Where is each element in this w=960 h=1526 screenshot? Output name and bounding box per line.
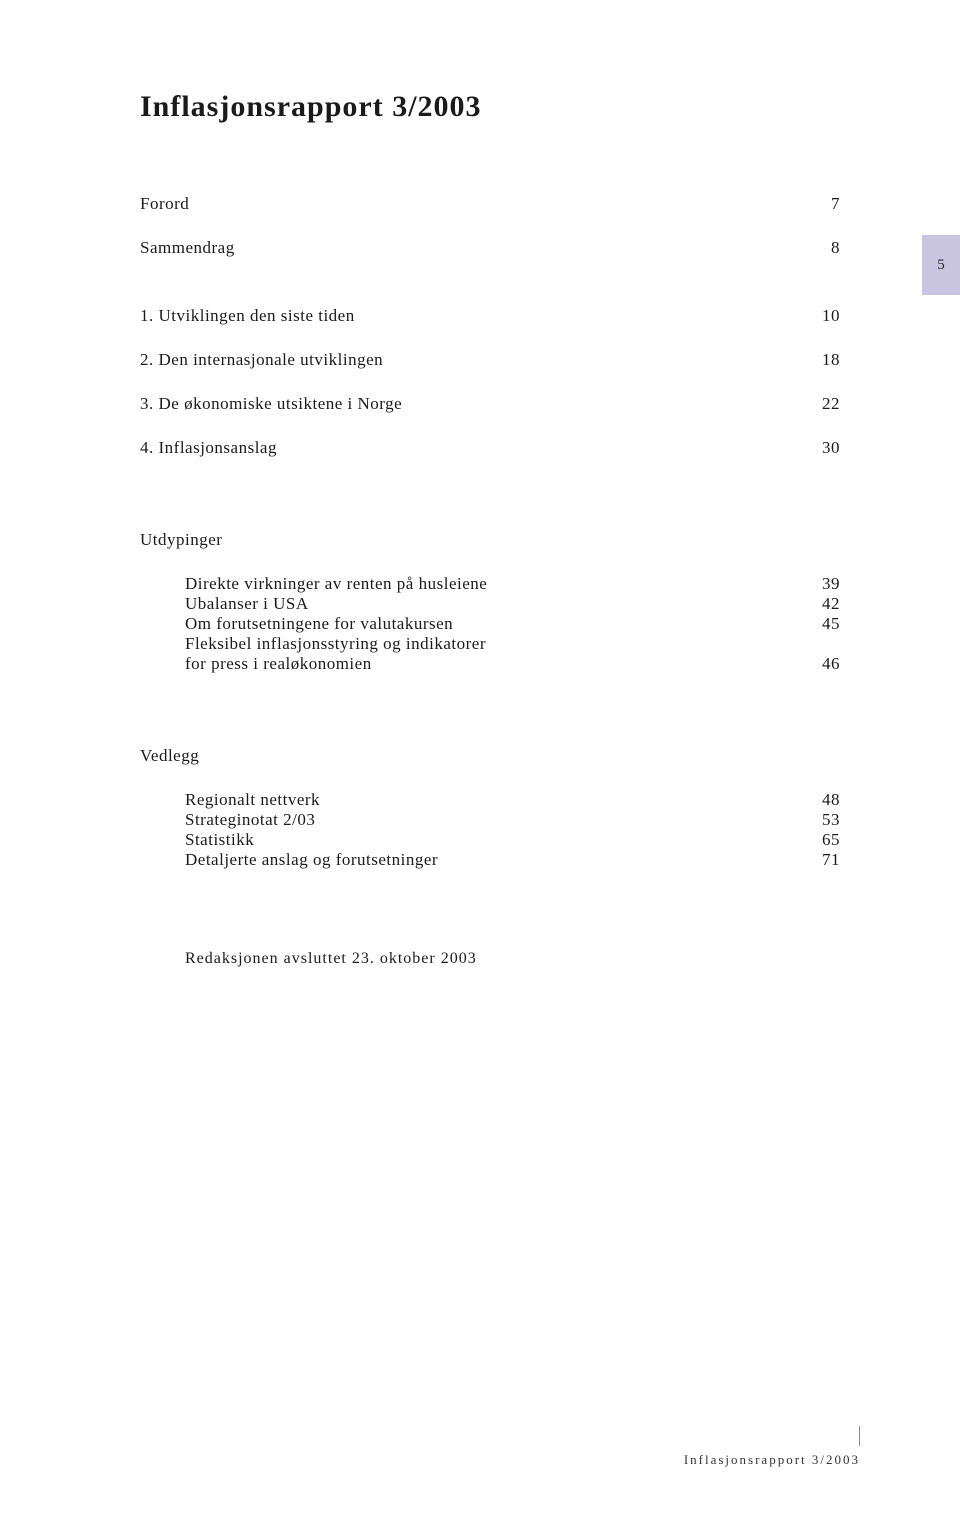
toc-row: 3. De økonomiske utsiktene i Norge 22: [140, 394, 840, 414]
toc-row: Regionalt nettverk 48: [140, 790, 840, 810]
toc-row: 2. Den internasjonale utviklingen 18: [140, 350, 840, 370]
toc-page: 48: [790, 790, 840, 810]
toc-page: 22: [790, 394, 840, 414]
toc-label: Fleksibel inflasjonsstyring og indikator…: [185, 634, 790, 654]
toc-label: Statistikk: [185, 830, 790, 850]
toc-page: 10: [790, 306, 840, 326]
toc-label: Ubalanser i USA: [185, 594, 790, 614]
toc-row: Strateginotat 2/03 53: [140, 810, 840, 830]
footer-rule: [859, 1426, 860, 1446]
page-number: 5: [937, 257, 945, 274]
toc-row: Detaljerte anslag og forutsetninger 71: [140, 850, 840, 870]
toc-page: 45: [790, 614, 840, 634]
section-heading-vedlegg: Vedlegg: [140, 746, 840, 766]
toc-row: for press i realøkonomien 46: [140, 654, 840, 674]
toc-label: Regionalt nettverk: [185, 790, 790, 810]
page-number-tab: 5: [922, 235, 960, 295]
footer-text: Inflasjonsrapport 3/2003: [684, 1452, 860, 1468]
toc-row: 4. Inflasjonsanslag 30: [140, 438, 840, 458]
toc-row: Om forutsetningene for valutakursen 45: [140, 614, 840, 634]
toc-row: Sammendrag 8: [140, 238, 840, 258]
toc-page: 42: [790, 594, 840, 614]
toc-label: Strateginotat 2/03: [185, 810, 790, 830]
toc-label: 2. Den internasjonale utviklingen: [140, 350, 790, 370]
toc-row: Statistikk 65: [140, 830, 840, 850]
toc-label: Detaljerte anslag og forutsetninger: [185, 850, 790, 870]
section-heading-utdypinger: Utdypinger: [140, 530, 840, 550]
toc-label: 4. Inflasjonsanslag: [140, 438, 790, 458]
toc-page: 30: [790, 438, 840, 458]
toc-label: Direkte virkninger av renten på husleien…: [185, 574, 790, 594]
toc-label: Sammendrag: [140, 238, 790, 258]
toc-page: 46: [790, 654, 840, 674]
toc-page: 7: [790, 194, 840, 214]
toc-row: Fleksibel inflasjonsstyring og indikator…: [140, 634, 840, 654]
document-title: Inflasjonsrapport 3/2003: [140, 90, 840, 124]
toc-page: 53: [790, 810, 840, 830]
toc-label: for press i realøkonomien: [185, 654, 790, 674]
toc-page: 8: [790, 238, 840, 258]
toc-label: Forord: [140, 194, 790, 214]
toc-page: 65: [790, 830, 840, 850]
toc-page: 71: [790, 850, 840, 870]
toc-row: Direkte virkninger av renten på husleien…: [140, 574, 840, 594]
toc-row: 1. Utviklingen den siste tiden 10: [140, 306, 840, 326]
toc-label: 1. Utviklingen den siste tiden: [140, 306, 790, 326]
toc-row: Ubalanser i USA 42: [140, 594, 840, 614]
closing-line: Redaksjonen avsluttet 23. oktober 2003: [140, 950, 840, 968]
toc-page: 39: [790, 574, 840, 594]
toc-row: Forord 7: [140, 194, 840, 214]
toc-label: 3. De økonomiske utsiktene i Norge: [140, 394, 790, 414]
toc-page: 18: [790, 350, 840, 370]
toc-label: Om forutsetningene for valutakursen: [185, 614, 790, 634]
